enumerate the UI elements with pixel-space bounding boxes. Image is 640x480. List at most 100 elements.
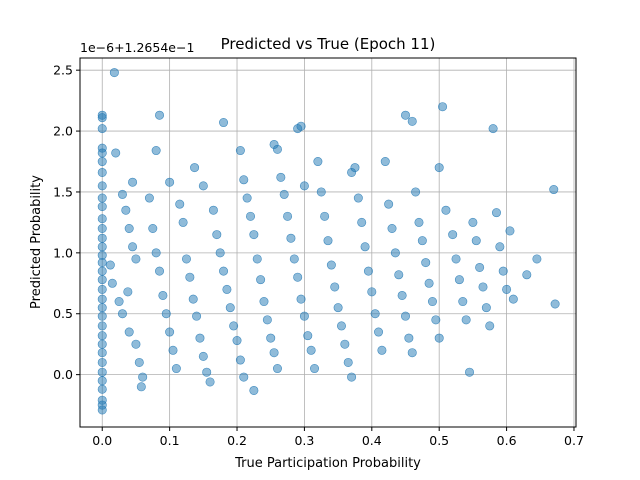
- data-point: [155, 110, 165, 120]
- data-point: [155, 266, 165, 276]
- data-point: [438, 102, 448, 112]
- data-point: [148, 224, 158, 234]
- x-tick-label: 0.2: [227, 433, 247, 448]
- data-point: [424, 278, 434, 288]
- data-point: [502, 284, 512, 294]
- data-point: [471, 236, 481, 246]
- data-point: [97, 284, 107, 294]
- data-point: [404, 333, 414, 343]
- data-point: [495, 242, 505, 252]
- data-point: [353, 193, 363, 203]
- data-point: [249, 385, 259, 395]
- y-axis-label: Predicted Probability: [29, 175, 44, 309]
- data-point: [97, 376, 107, 386]
- plot-frame: [79, 57, 577, 428]
- data-point: [296, 121, 306, 131]
- data-point: [441, 205, 451, 215]
- data-point: [124, 327, 134, 337]
- data-point: [105, 260, 115, 270]
- data-point: [111, 148, 121, 158]
- data-point: [360, 242, 370, 252]
- data-point: [266, 333, 276, 343]
- data-point: [124, 224, 134, 234]
- x-tick-label: 0.7: [564, 433, 584, 448]
- data-point: [225, 303, 235, 313]
- data-point: [134, 357, 144, 367]
- data-point: [97, 275, 107, 285]
- data-point: [97, 214, 107, 224]
- data-point: [465, 367, 475, 377]
- data-point: [97, 311, 107, 321]
- data-point: [481, 303, 491, 313]
- data-point: [198, 351, 208, 361]
- data-point: [343, 357, 353, 367]
- data-point: [310, 364, 320, 374]
- data-point: [128, 177, 138, 187]
- y-tick-label: 2.5: [53, 63, 73, 78]
- data-point: [128, 242, 138, 252]
- data-point: [377, 345, 387, 355]
- data-point: [252, 254, 262, 264]
- axis-ticks: 0.0 0.1 0.2 0.3 0.4 0.5 0.6 0.7 0.0 0.5 1.0 1.5 2.0 2…: [53, 63, 584, 448]
- x-axis-label: True Participation Probability: [234, 456, 421, 471]
- data-point: [434, 333, 444, 343]
- data-point: [272, 364, 282, 374]
- data-point: [370, 309, 380, 319]
- data-point: [107, 278, 117, 288]
- data-point: [151, 146, 161, 156]
- data-point: [387, 224, 397, 234]
- data-point: [400, 110, 410, 120]
- data-point: [394, 270, 404, 280]
- data-point: [97, 113, 107, 123]
- data-point: [299, 311, 309, 321]
- data-point: [299, 181, 309, 191]
- data-point: [208, 205, 218, 215]
- data-point: [97, 331, 107, 341]
- data-point: [97, 294, 107, 304]
- data-point: [313, 157, 323, 167]
- data-point: [262, 315, 272, 325]
- data-point: [232, 336, 242, 346]
- data-point: [178, 217, 188, 227]
- data-point: [390, 248, 400, 258]
- data-point: [121, 205, 131, 215]
- data-point: [326, 260, 336, 270]
- data-point: [400, 311, 410, 321]
- data-point: [242, 193, 252, 203]
- data-point: [283, 211, 293, 221]
- data-point: [195, 333, 205, 343]
- data-point: [475, 262, 485, 272]
- data-point: [468, 217, 478, 227]
- data-point: [350, 163, 360, 173]
- data-points: [97, 68, 560, 415]
- data-point: [136, 382, 146, 392]
- data-point: [427, 297, 437, 307]
- data-point: [117, 189, 127, 199]
- data-point: [306, 345, 316, 355]
- data-point: [478, 282, 488, 292]
- data-point: [289, 254, 299, 264]
- data-point: [97, 384, 107, 394]
- data-point: [97, 242, 107, 252]
- y-tick-label: 1.5: [53, 184, 73, 199]
- data-point: [333, 303, 343, 313]
- chart-title: Predicted vs True (Epoch 11): [221, 35, 436, 53]
- data-point: [171, 364, 181, 374]
- data-point: [374, 327, 384, 337]
- data-point: [235, 146, 245, 156]
- data-point: [97, 348, 107, 358]
- data-point: [279, 189, 289, 199]
- data-point: [549, 185, 559, 195]
- data-point: [97, 303, 107, 313]
- data-point: [397, 290, 407, 300]
- data-point: [192, 311, 202, 321]
- y-tick-label: 2.0: [53, 124, 73, 139]
- data-point: [165, 327, 175, 337]
- data-point: [411, 187, 421, 197]
- data-point: [198, 181, 208, 191]
- data-point: [505, 226, 515, 236]
- data-point: [259, 297, 269, 307]
- x-tick-label: 0.0: [92, 433, 112, 448]
- data-point: [550, 299, 560, 309]
- data-point: [357, 217, 367, 227]
